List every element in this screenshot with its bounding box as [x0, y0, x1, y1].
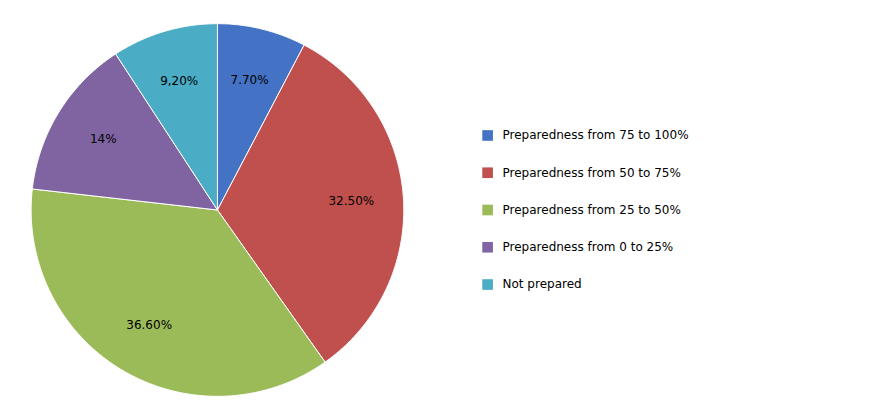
- svg-text:32.50%: 32.50%: [328, 194, 374, 208]
- svg-text:Preparedness from 0 to 25%: Preparedness from 0 to 25%: [503, 240, 674, 254]
- svg-text:7.70%: 7.70%: [231, 73, 269, 87]
- svg-text:Not prepared: Not prepared: [503, 277, 582, 291]
- svg-text:Preparedness from 25 to 50%: Preparedness from 25 to 50%: [503, 203, 681, 217]
- svg-text:Preparedness from 75 to 100%: Preparedness from 75 to 100%: [503, 128, 689, 142]
- svg-text:Preparedness from 50 to 75%: Preparedness from 50 to 75%: [503, 166, 681, 180]
- svg-text:14%: 14%: [90, 132, 117, 146]
- svg-text:36.60%: 36.60%: [126, 318, 172, 332]
- svg-text:9,20%: 9,20%: [160, 74, 198, 88]
